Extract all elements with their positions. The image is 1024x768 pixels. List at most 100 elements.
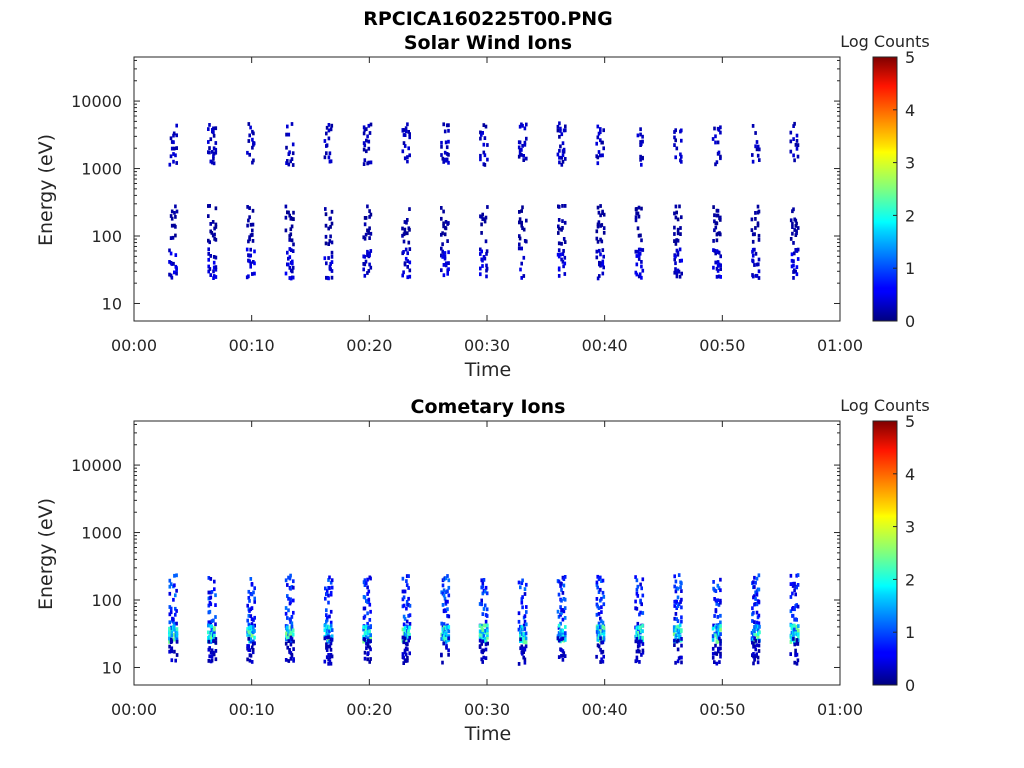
heatmap-cell: [210, 627, 214, 631]
heatmap-cell: [677, 630, 681, 634]
heatmap-cell: [518, 124, 522, 129]
heatmap-cell: [325, 618, 329, 622]
heatmap-cell: [174, 612, 177, 617]
heatmap-cell: [792, 124, 795, 128]
heatmap-cell: [674, 128, 677, 133]
heatmap-cell: [253, 600, 256, 604]
heatmap-cell: [563, 654, 567, 658]
heatmap-cell: [595, 580, 599, 585]
heatmap-cell: [408, 135, 411, 140]
heatmap-cell: [211, 233, 215, 238]
heatmap-cell: [286, 583, 289, 587]
heatmap-cell: [674, 138, 677, 143]
heatmap-cell: [208, 634, 211, 639]
heatmap-cell: [212, 133, 216, 138]
heatmap-cell: [168, 620, 172, 625]
heatmap-cell: [481, 630, 484, 635]
heatmap-cell: [793, 642, 796, 647]
heatmap-cell: [251, 222, 255, 227]
heatmap-cell: [289, 656, 293, 661]
heatmap-cell: [564, 638, 567, 642]
heatmap-cell: [484, 215, 488, 220]
heatmap-cell: [479, 130, 482, 135]
heatmap-cell: [595, 654, 598, 659]
heatmap-cell: [363, 656, 367, 661]
heatmap-cell: [753, 263, 756, 267]
heatmap-cell: [562, 147, 566, 152]
heatmap-cell: [401, 576, 405, 581]
heatmap-cell: [641, 248, 645, 252]
heatmap-cell: [447, 250, 450, 255]
heatmap-cell: [717, 631, 721, 636]
heatmap-cell: [634, 639, 638, 644]
heatmap-cell: [673, 584, 676, 589]
heatmap-cell: [328, 151, 332, 156]
heatmap-cell: [595, 612, 599, 617]
heatmap-cell: [751, 619, 754, 623]
heatmap-cell: [597, 220, 601, 225]
heatmap-cell: [251, 633, 254, 638]
heatmap-cell: [169, 136, 173, 141]
heatmap-cell: [403, 625, 407, 630]
heatmap-cell: [369, 647, 372, 652]
heatmap-cell: [481, 258, 484, 263]
heatmap-cell: [446, 589, 449, 594]
heatmap-cell: [482, 123, 486, 127]
heatmap-cell: [290, 652, 294, 657]
heatmap-cell: [249, 247, 252, 252]
heatmap-cell: [791, 221, 794, 226]
heatmap-cell: [562, 149, 566, 154]
heatmap-cell: [560, 654, 563, 658]
heatmap-cell: [440, 253, 443, 258]
heatmap-cell: [168, 591, 172, 596]
heatmap-cell: [521, 595, 524, 599]
heatmap-cell: [369, 576, 372, 581]
heatmap-cell: [246, 657, 249, 662]
heatmap-cell: [284, 641, 288, 646]
heatmap-cell: [363, 222, 367, 227]
heatmap-cell: [563, 606, 567, 610]
heatmap-cell: [327, 635, 330, 640]
heatmap-cell: [369, 636, 372, 641]
heatmap-cell: [251, 239, 255, 243]
heatmap-cell: [402, 250, 405, 254]
heatmap-cell: [481, 131, 484, 135]
heatmap-cell: [596, 205, 600, 210]
heatmap-cell: [792, 241, 795, 245]
heatmap-cell: [328, 264, 332, 269]
heatmap-cell: [363, 650, 367, 655]
heatmap-cell: [212, 274, 216, 278]
heatmap-cell: [563, 255, 567, 260]
heatmap-cell: [677, 573, 681, 577]
heatmap-cell: [248, 215, 251, 220]
y-tick-label: 1000: [81, 524, 122, 543]
heatmap-cell: [714, 251, 717, 256]
heatmap-cell: [441, 603, 445, 607]
heatmap-cell: [636, 621, 640, 626]
heatmap-cell: [675, 210, 678, 215]
heatmap-cell: [249, 222, 253, 227]
heatmap-cell: [751, 606, 754, 611]
heatmap-cell: [172, 261, 175, 266]
heatmap-cell: [251, 233, 254, 237]
heatmap-cell: [287, 132, 291, 137]
heatmap-cell: [330, 250, 334, 255]
heatmap-cell: [248, 237, 251, 242]
heatmap-cell: [173, 583, 176, 588]
heatmap-cell: [792, 153, 795, 158]
heatmap-cell: [447, 585, 451, 590]
heatmap-cell: [248, 599, 251, 603]
heatmap-cell: [596, 276, 600, 281]
heatmap-cell: [285, 132, 288, 137]
heatmap-cell: [484, 642, 488, 647]
heatmap-cell: [711, 651, 715, 656]
heatmap-cell: [483, 256, 487, 261]
heatmap-cell: [285, 161, 288, 165]
heatmap-cell: [601, 259, 605, 264]
heatmap-cell: [406, 647, 409, 652]
heatmap-cell: [640, 264, 643, 269]
heatmap-cell: [675, 599, 678, 604]
heatmap-cell: [518, 236, 522, 241]
heatmap-cell: [719, 624, 722, 628]
heatmap-cell: [291, 269, 294, 274]
